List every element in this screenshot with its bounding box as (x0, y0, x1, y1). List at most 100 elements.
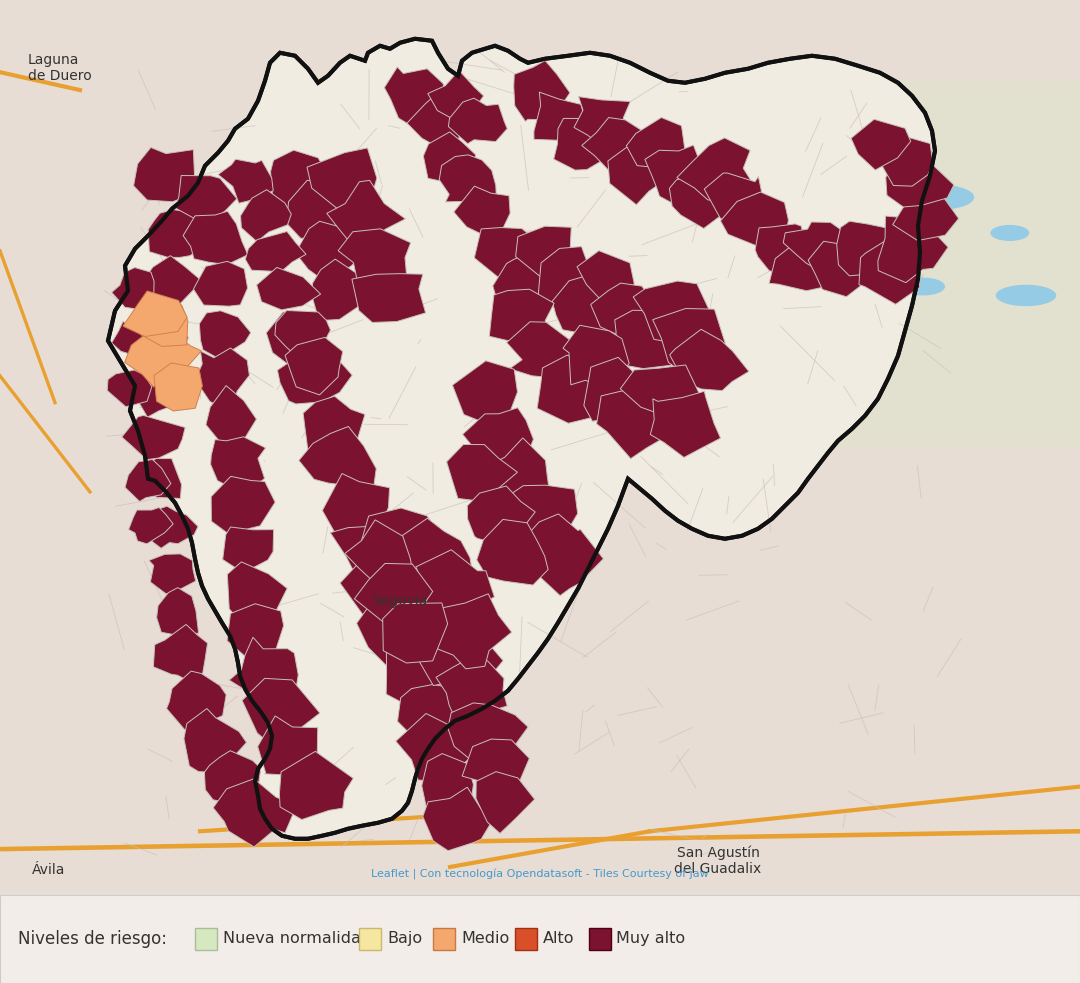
Polygon shape (755, 224, 807, 275)
Polygon shape (584, 358, 642, 421)
Polygon shape (670, 172, 726, 228)
Polygon shape (808, 241, 879, 297)
Polygon shape (704, 173, 765, 227)
Bar (734, 82, 1080, 447)
Polygon shape (476, 772, 535, 834)
Bar (589, 928, 610, 950)
Polygon shape (134, 147, 194, 202)
Text: Bajo: Bajo (387, 931, 422, 947)
Text: Medio: Medio (461, 931, 510, 947)
Bar (514, 928, 537, 950)
Polygon shape (769, 239, 824, 291)
Polygon shape (124, 326, 202, 387)
Polygon shape (271, 150, 329, 210)
Polygon shape (241, 190, 292, 242)
Polygon shape (615, 311, 685, 369)
Polygon shape (354, 563, 433, 628)
Polygon shape (462, 739, 529, 783)
Polygon shape (352, 273, 426, 322)
Text: Guadal: Guadal (1009, 900, 1058, 915)
Text: Leaflet | Con tecnología Opendatasoft - Tiles Courtesy of jaw: Leaflet | Con tecnología Opendatasoft - … (372, 869, 708, 881)
Polygon shape (859, 239, 920, 305)
Polygon shape (327, 180, 405, 247)
Polygon shape (146, 506, 198, 549)
Polygon shape (267, 312, 329, 370)
Polygon shape (596, 389, 672, 459)
Polygon shape (407, 98, 460, 145)
Polygon shape (677, 138, 753, 202)
Polygon shape (166, 671, 226, 730)
Ellipse shape (996, 285, 1056, 306)
Text: San Agustín
del Guadalix: San Agustín del Guadalix (674, 845, 761, 877)
Polygon shape (394, 578, 478, 657)
Polygon shape (492, 251, 567, 308)
Polygon shape (591, 283, 658, 336)
Polygon shape (537, 355, 603, 424)
Polygon shape (275, 311, 330, 359)
Polygon shape (515, 226, 571, 281)
Polygon shape (176, 176, 237, 225)
Polygon shape (426, 594, 512, 668)
Polygon shape (384, 67, 446, 127)
Polygon shape (573, 96, 631, 149)
Text: Niveles de riesgo:: Niveles de riesgo: (18, 930, 167, 948)
Polygon shape (626, 118, 685, 172)
Polygon shape (218, 159, 273, 203)
Polygon shape (245, 231, 306, 272)
Polygon shape (278, 352, 352, 404)
Polygon shape (876, 137, 933, 186)
Polygon shape (123, 291, 187, 336)
Polygon shape (382, 603, 447, 663)
Polygon shape (645, 145, 707, 208)
Polygon shape (242, 678, 320, 741)
Polygon shape (893, 183, 959, 241)
Ellipse shape (902, 277, 945, 296)
Polygon shape (554, 118, 615, 170)
Bar (540, 82, 810, 314)
Polygon shape (851, 119, 910, 170)
Polygon shape (670, 329, 748, 390)
Polygon shape (200, 311, 251, 359)
Polygon shape (633, 281, 710, 343)
Polygon shape (448, 98, 508, 144)
Polygon shape (338, 229, 410, 283)
Ellipse shape (826, 240, 880, 261)
Polygon shape (148, 209, 207, 258)
Polygon shape (468, 486, 536, 546)
Text: Muy alto: Muy alto (617, 931, 686, 947)
Polygon shape (307, 148, 377, 212)
Polygon shape (620, 365, 700, 414)
Polygon shape (285, 337, 342, 395)
Polygon shape (153, 624, 207, 683)
Polygon shape (552, 273, 621, 335)
Polygon shape (184, 211, 248, 264)
Text: Laguna
de Duero: Laguna de Duero (28, 53, 92, 83)
Polygon shape (299, 427, 376, 487)
Polygon shape (415, 623, 503, 685)
Text: Alto: Alto (542, 931, 573, 947)
Polygon shape (720, 192, 788, 249)
Polygon shape (212, 477, 275, 535)
Polygon shape (345, 520, 413, 583)
Polygon shape (258, 716, 318, 776)
Polygon shape (108, 38, 935, 838)
Polygon shape (204, 751, 260, 805)
Polygon shape (303, 396, 365, 458)
Polygon shape (222, 527, 273, 570)
Polygon shape (340, 548, 428, 626)
Polygon shape (122, 416, 185, 460)
Polygon shape (193, 261, 247, 306)
Polygon shape (453, 361, 517, 421)
Polygon shape (149, 553, 195, 594)
Polygon shape (489, 289, 554, 343)
Polygon shape (462, 408, 534, 467)
Polygon shape (137, 296, 188, 346)
Polygon shape (490, 437, 550, 515)
Ellipse shape (990, 225, 1029, 241)
Bar (359, 928, 381, 950)
Polygon shape (397, 684, 470, 751)
Polygon shape (837, 221, 904, 276)
Polygon shape (582, 118, 647, 172)
Polygon shape (422, 787, 496, 850)
Polygon shape (133, 319, 188, 365)
